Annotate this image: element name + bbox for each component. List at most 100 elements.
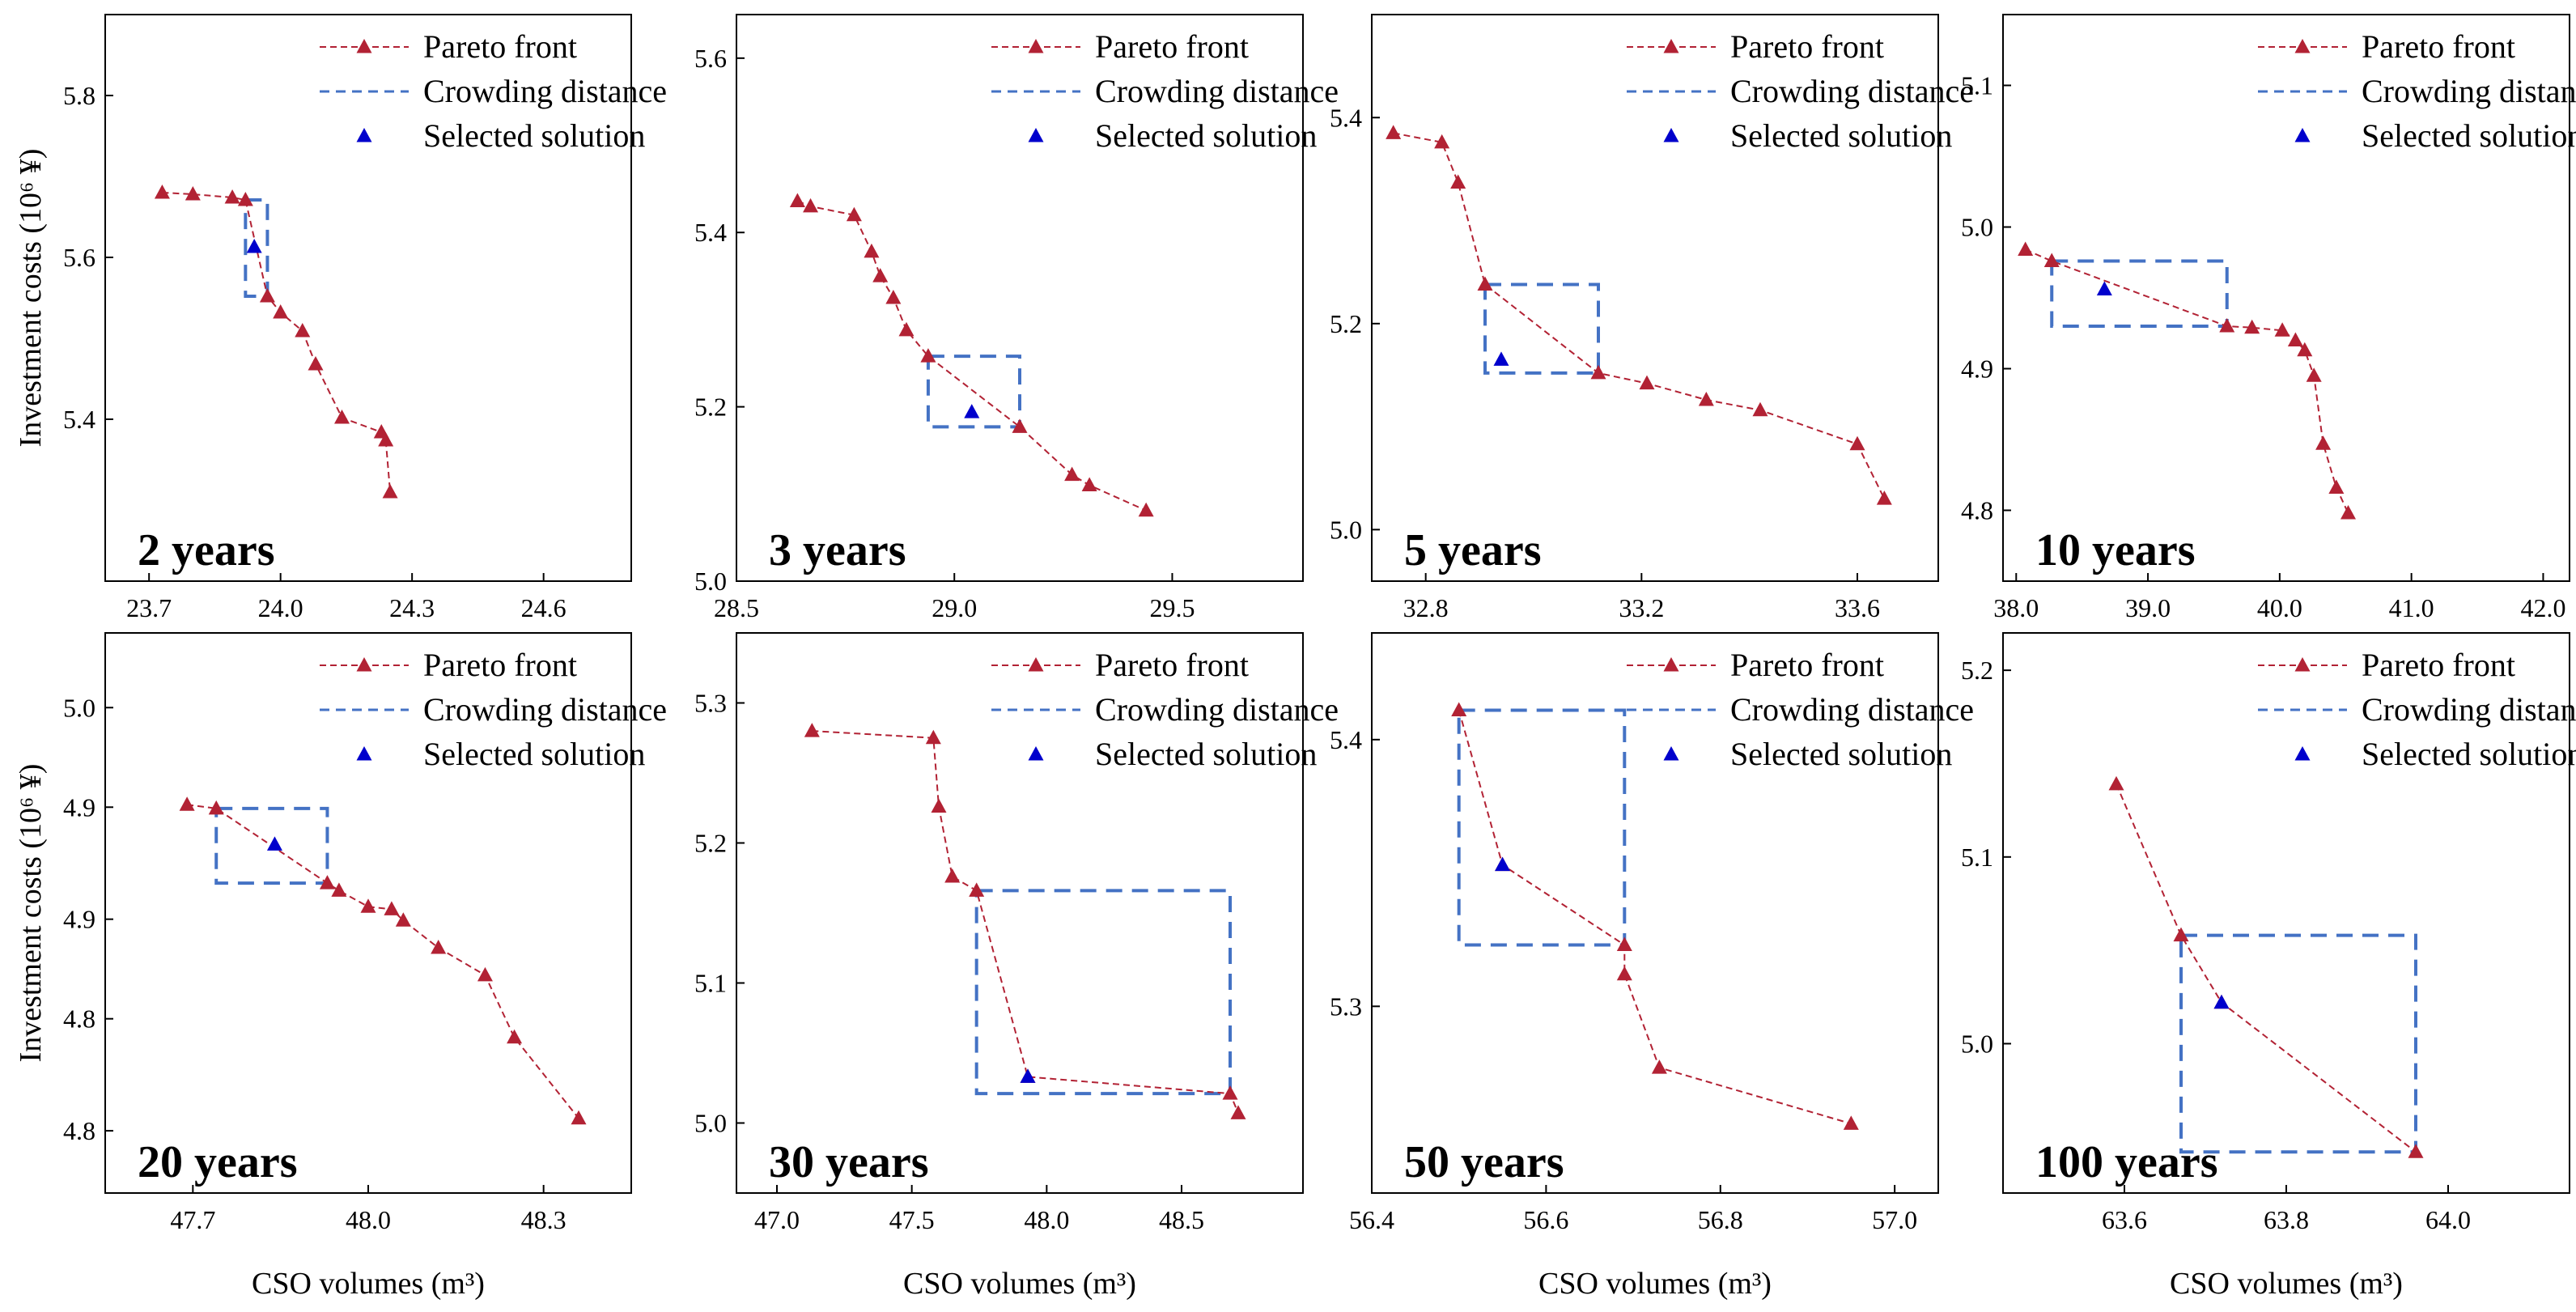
pareto-point <box>920 348 936 363</box>
pareto-point <box>2315 435 2332 450</box>
selected-solution-point <box>1495 856 1511 872</box>
x-tick-label: 23.7 <box>126 593 172 622</box>
plot-frame <box>2002 14 2570 582</box>
legend-pareto-marker <box>2294 657 2311 672</box>
pareto-point <box>1450 174 1466 189</box>
pareto-point <box>179 796 195 811</box>
crowding-distance-box <box>2179 933 2417 1154</box>
y-tick-label: 5.4 <box>1330 725 1362 754</box>
legend: Pareto front Crowding distance Selected so… <box>1627 28 1974 154</box>
legend: Pareto front Crowding distance Selected so… <box>2258 647 2576 772</box>
pareto-point <box>1451 702 1467 717</box>
legend-label: Crowding distance <box>1730 73 1974 109</box>
pareto-point <box>1651 1059 1667 1074</box>
plot-area <box>2108 775 2424 1158</box>
pareto-point <box>1230 1105 1246 1119</box>
y-axis-title-top: Investment costs (10⁶ ¥) <box>14 149 48 448</box>
selected-solution-point <box>246 239 262 253</box>
y-tick-label: 5.0 <box>694 1109 727 1138</box>
plot-frame <box>1371 632 1939 1194</box>
pareto-point <box>2274 322 2290 337</box>
pareto-point <box>1639 375 1655 390</box>
panel-6: 47.0 47.5 48.0 48.5 5.0 5.1 5.2 5.3 Pareto front… <box>694 632 1339 1234</box>
pareto-point <box>308 356 324 371</box>
pareto-front-line <box>186 804 579 1119</box>
panel-label: 3 years <box>769 525 906 575</box>
selected-solution-point <box>266 836 282 851</box>
pareto-point <box>1064 466 1080 482</box>
legend-label: Pareto front <box>423 647 577 683</box>
pareto-point <box>969 882 985 897</box>
legend: Pareto front Crowding distance Selected so… <box>1627 647 1974 772</box>
legend-selected-marker <box>1663 746 1679 761</box>
legend: Pareto front Crowding distance Selected so… <box>2258 28 2576 154</box>
legend-selected-marker <box>2294 128 2311 142</box>
x-tick-label: 28.5 <box>714 593 759 622</box>
x-tick-label: 47.7 <box>170 1205 215 1234</box>
pareto-point <box>319 875 335 890</box>
x-tick-label: 56.6 <box>1523 1205 1568 1234</box>
legend-label: Crowding distance <box>1730 691 1974 728</box>
crowding-distance-box <box>244 198 269 298</box>
selected-solution-point <box>2096 281 2112 295</box>
legend-label: Pareto front <box>423 28 577 65</box>
legend-pareto-marker <box>1028 39 1044 53</box>
selected-solution-point <box>2213 994 2230 1009</box>
plot-area <box>179 796 587 1125</box>
x-tick-label: 63.6 <box>2102 1205 2147 1234</box>
legend-selected-marker <box>1663 128 1679 142</box>
x-tick-label: 48.5 <box>1159 1205 1204 1234</box>
x-axis-title-3: CSO volumes (m³) <box>1538 1267 1772 1301</box>
x-tick-label: 64.0 <box>2425 1205 2471 1234</box>
legend-label: Selected solution <box>1095 736 1317 772</box>
pareto-point <box>295 323 311 338</box>
pareto-point <box>1752 401 1768 417</box>
pareto-front-line <box>162 192 392 493</box>
legend-label: Selected solution <box>1095 117 1317 154</box>
x-tick-label: 41.0 <box>2389 593 2434 622</box>
y-tick-label: 5.8 <box>63 81 95 110</box>
pareto-point <box>1012 418 1028 433</box>
pareto-point <box>1434 134 1450 149</box>
y-tick-label: 5.2 <box>1330 309 1362 338</box>
y-tick-label: 5.2 <box>694 829 727 858</box>
pareto-point <box>185 186 201 201</box>
pareto-point <box>2306 367 2322 382</box>
pareto-point <box>2297 342 2313 357</box>
pareto-point <box>1138 502 1154 517</box>
x-tick-label: 33.2 <box>1619 593 1664 622</box>
legend-label: Crowding distance <box>423 73 667 109</box>
legend-label: Crowding distance <box>2362 73 2576 109</box>
y-tick-label: 5.6 <box>694 44 727 73</box>
pareto-point <box>382 484 398 499</box>
y-tick-label: 4.8 <box>63 1116 95 1145</box>
pareto-point <box>864 243 880 258</box>
pareto-point <box>1477 276 1493 291</box>
y-tick-label: 4.9 <box>63 792 95 822</box>
pareto-point <box>925 729 941 745</box>
legend-label: Pareto front <box>1730 647 1884 683</box>
y-tick-label: 5.0 <box>1961 213 1993 242</box>
y-tick-label: 5.0 <box>63 693 95 722</box>
pareto-point <box>208 800 224 815</box>
x-tick-label: 24.0 <box>258 593 303 622</box>
crowding-distance-box <box>974 889 1232 1096</box>
pareto-point <box>1222 1085 1238 1100</box>
panel-label: 20 years <box>138 1137 298 1187</box>
y-tick-label: 4.9 <box>63 905 95 934</box>
pareto-point <box>1843 1115 1859 1130</box>
y-tick-label: 5.0 <box>1961 1029 1993 1058</box>
selected-solution-point <box>964 404 980 418</box>
pareto-point <box>846 206 862 222</box>
legend: Pareto front Crowding distance Selected so… <box>320 28 667 154</box>
pareto-point <box>2219 318 2235 333</box>
legend-pareto-marker <box>356 657 372 672</box>
panel-8: 63.6 63.8 64.0 5.0 5.1 5.2 Pareto front Crowdin… <box>1961 632 2576 1234</box>
x-tick-label: 29.5 <box>1149 593 1195 622</box>
pareto-point <box>378 432 394 447</box>
pareto-point <box>273 304 289 319</box>
plot-area <box>789 193 1154 517</box>
crowding-distance-box <box>214 806 329 885</box>
pareto-point <box>334 410 350 424</box>
